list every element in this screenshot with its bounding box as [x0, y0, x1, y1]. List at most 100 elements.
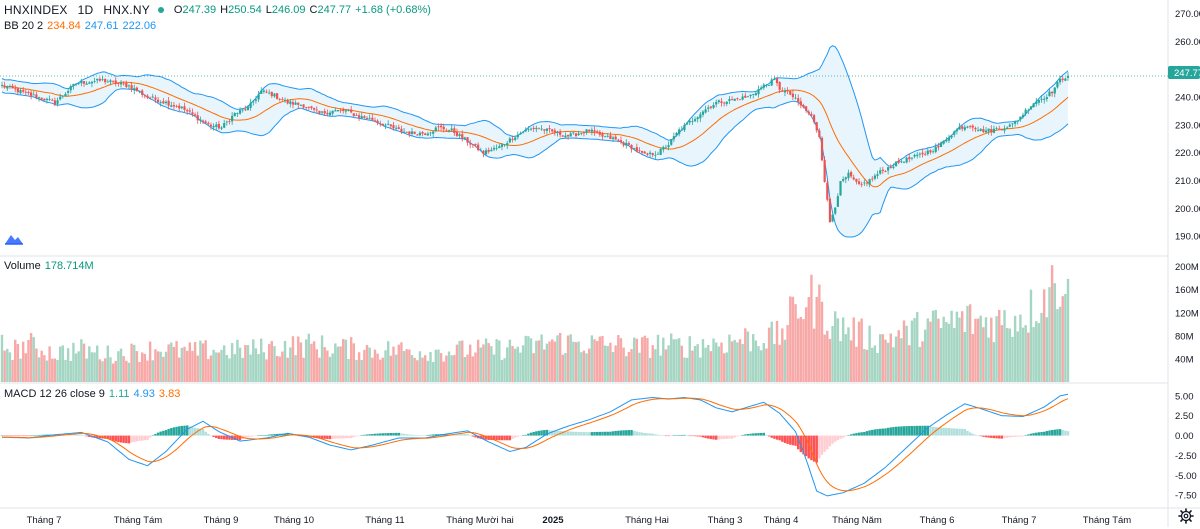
- macd-hist-bar: [521, 435, 525, 436]
- candle: [590, 127, 593, 136]
- macd-line-value: 4.93: [133, 388, 155, 400]
- candle: [551, 128, 554, 134]
- volume-bar: [897, 330, 900, 382]
- tradingview-logo-icon[interactable]: [4, 232, 24, 246]
- candle: [48, 95, 51, 101]
- gear-icon[interactable]: [1178, 508, 1194, 524]
- macd-label[interactable]: MACD 12 26 close 9: [4, 388, 105, 400]
- candle: [849, 170, 853, 179]
- time-tick-label: Tháng 7: [1002, 515, 1037, 526]
- candle-body: [699, 114, 702, 119]
- candle-body: [974, 127, 977, 130]
- macd-hist-bar: [381, 433, 385, 436]
- interval-label[interactable]: 1D: [77, 3, 94, 17]
- symbol-name[interactable]: HNXINDEX: [4, 3, 68, 17]
- candle-body: [302, 104, 305, 108]
- volume-bar: [519, 352, 522, 382]
- macd-hist-bar: [127, 435, 131, 444]
- candle: [339, 108, 342, 114]
- volume-bar: [215, 352, 218, 382]
- candle-body: [897, 160, 900, 163]
- volume-legend[interactable]: Volume 178.714M: [4, 260, 94, 272]
- candle: [397, 124, 400, 130]
- candle: [141, 89, 144, 98]
- candle-body: [543, 129, 546, 131]
- candle-body: [1016, 120, 1019, 122]
- time-tick-label: 2025: [542, 515, 564, 526]
- volume-bar: [595, 341, 599, 382]
- candle-body: [130, 85, 133, 90]
- bb-legend[interactable]: BB 20 2 234.84 247.61 222.06: [4, 20, 156, 32]
- candle: [1006, 126, 1009, 130]
- candle: [445, 128, 448, 132]
- volume-bar: [196, 355, 199, 382]
- volume-bar: [180, 347, 184, 382]
- candle: [564, 132, 567, 139]
- macd-hist-bar: [159, 431, 162, 436]
- volume-bar: [622, 347, 625, 382]
- volume-bar: [199, 340, 202, 382]
- macd-hist-bar: [254, 435, 258, 437]
- macd-hist-bar: [154, 433, 157, 436]
- candle: [929, 149, 932, 155]
- candle: [11, 83, 14, 89]
- candle: [1058, 75, 1062, 85]
- volume-bar: [85, 358, 88, 382]
- macd-hist-bar: [410, 434, 414, 436]
- volume-bar: [953, 328, 956, 382]
- candle: [947, 134, 951, 143]
- candle-body: [244, 109, 247, 111]
- candle: [416, 133, 419, 136]
- candle-body: [16, 88, 19, 93]
- volume-bar: [1056, 309, 1059, 382]
- macd-legend[interactable]: MACD 12 26 close 9 1.11 4.93 3.83: [4, 388, 180, 400]
- candle: [257, 91, 260, 103]
- macd-hist-bar: [376, 433, 379, 436]
- macd-hist-bar: [770, 435, 773, 438]
- macd-hist-bar: [701, 435, 705, 438]
- price-axis[interactable]: 270.00260.00250.00240.00230.00220.00210.…: [1175, 9, 1200, 243]
- macd-histogram[interactable]: [0, 425, 1070, 463]
- candle: [971, 124, 974, 132]
- candle-body: [305, 107, 308, 108]
- macd-hist-bar: [265, 434, 268, 436]
- candle: [204, 119, 207, 124]
- candle: [635, 143, 638, 153]
- candle-body: [85, 83, 88, 85]
- volume-series[interactable]: [0, 265, 1070, 382]
- candle: [580, 132, 583, 136]
- volume-bar: [778, 344, 781, 382]
- macd-hist-bar: [69, 434, 72, 436]
- macd-hist-bar: [802, 435, 805, 455]
- macd-hist-bar: [646, 433, 649, 436]
- candle-body: [760, 87, 763, 89]
- macd-hist-bar: [812, 435, 816, 462]
- candle: [553, 128, 556, 136]
- macd-hist-bar: [85, 435, 88, 437]
- volume-bar: [799, 317, 803, 382]
- volume-bar: [759, 350, 763, 382]
- macd-hist-bar: [781, 435, 784, 442]
- symbol-legend[interactable]: HNXINDEX 1D HNX.NY O 247.39 H 250.54 L 246.…: [4, 3, 431, 17]
- candle-body: [524, 129, 527, 132]
- candle: [469, 139, 472, 149]
- candle-body: [678, 129, 681, 135]
- candle: [146, 94, 149, 100]
- volume-label[interactable]: Volume: [4, 260, 41, 272]
- macd-hist-bar: [908, 426, 911, 436]
- candle-body: [32, 94, 35, 96]
- svg-text:247.77: 247.77: [1174, 68, 1200, 79]
- candle: [709, 105, 713, 110]
- bb-upper-line: [1, 45, 1069, 168]
- time-axis[interactable]: Tháng 7 Tháng Tám Tháng 9 Tháng 10 Tháng 11 T…: [27, 515, 1132, 526]
- candle-body: [998, 128, 1001, 130]
- volume-bar: [289, 347, 292, 382]
- candle-body: [53, 100, 57, 105]
- macd-hist-bar: [119, 435, 123, 443]
- bb-label[interactable]: BB 20 2: [4, 20, 44, 32]
- macd-hist-bar: [757, 433, 760, 436]
- volume-bar: [312, 341, 316, 382]
- volume-bar: [889, 333, 892, 382]
- candlestick-series[interactable]: [0, 72, 1070, 223]
